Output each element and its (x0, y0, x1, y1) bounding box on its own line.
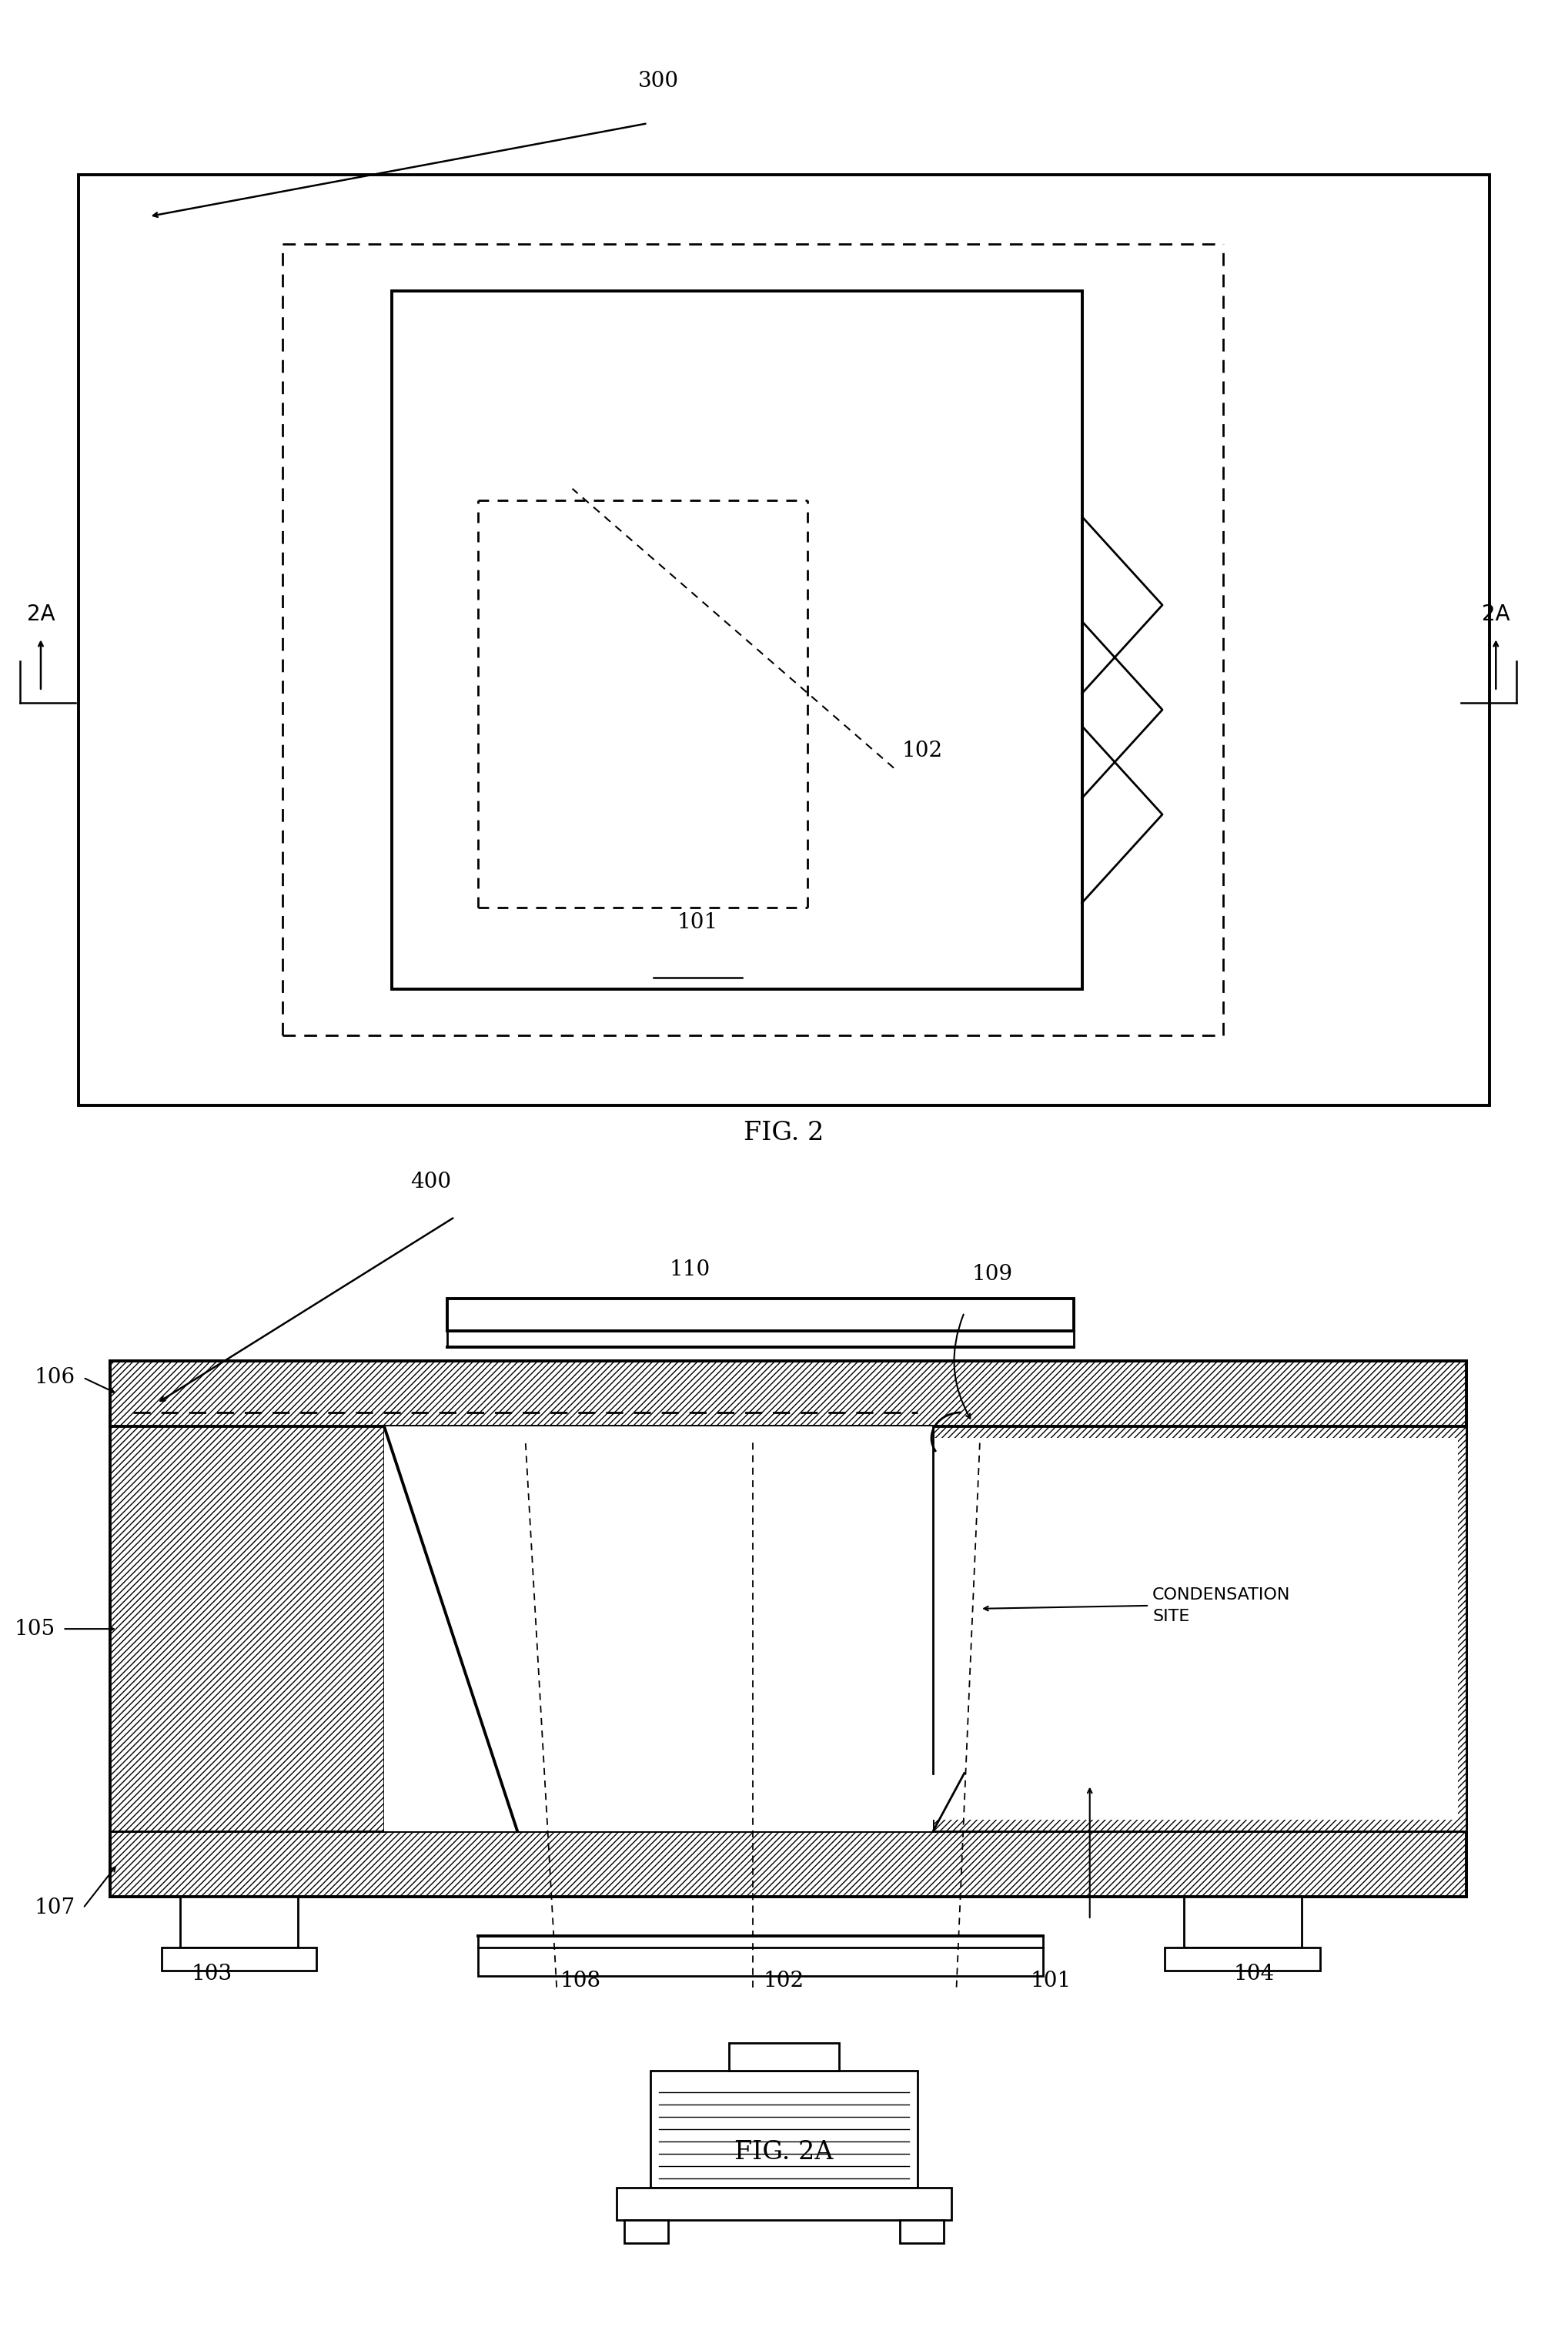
Bar (933, 1426, 1466, 1831)
Text: 102: 102 (764, 1971, 804, 1992)
Bar (624, 2220, 668, 2243)
Bar (392, 291, 1082, 989)
Text: FIG. 2A: FIG. 2A (734, 2141, 834, 2164)
Text: 106: 106 (34, 1368, 75, 1387)
Bar (384, 1426, 933, 1831)
Bar (447, 1298, 1074, 1331)
Bar (110, 1361, 1466, 1897)
Text: 2A: 2A (1482, 603, 1510, 626)
Bar (110, 1426, 384, 1831)
Text: FIG. 2: FIG. 2 (743, 1122, 825, 1145)
Bar (110, 1831, 1466, 1897)
Bar (478, 1948, 1043, 1976)
Text: 105: 105 (14, 1620, 55, 1638)
Text: 102: 102 (902, 740, 942, 761)
Bar (180, 1897, 298, 1948)
Bar (729, 2043, 839, 2071)
Bar (1184, 1897, 1301, 1948)
Text: 107: 107 (34, 1899, 75, 1917)
Text: 101: 101 (677, 912, 718, 933)
Bar (616, 2187, 952, 2220)
Text: 110: 110 (670, 1259, 710, 1280)
Bar (110, 1361, 1466, 1426)
Bar (162, 1948, 317, 1971)
Text: 101: 101 (1030, 1971, 1071, 1992)
Bar (900, 2220, 944, 2243)
Text: 2A: 2A (27, 603, 55, 626)
Text: CONDENSATION
SITE: CONDENSATION SITE (1152, 1587, 1290, 1624)
Bar (651, 2071, 917, 2187)
Text: 400: 400 (411, 1173, 452, 1191)
Text: 104: 104 (1234, 1964, 1275, 1985)
Bar (933, 1438, 1458, 1820)
Text: 300: 300 (638, 72, 679, 91)
Bar (78, 175, 1490, 1105)
Bar (1165, 1948, 1320, 1971)
Text: 109: 109 (972, 1264, 1013, 1285)
Text: 108: 108 (560, 1971, 601, 1992)
Text: 103: 103 (191, 1964, 232, 1985)
